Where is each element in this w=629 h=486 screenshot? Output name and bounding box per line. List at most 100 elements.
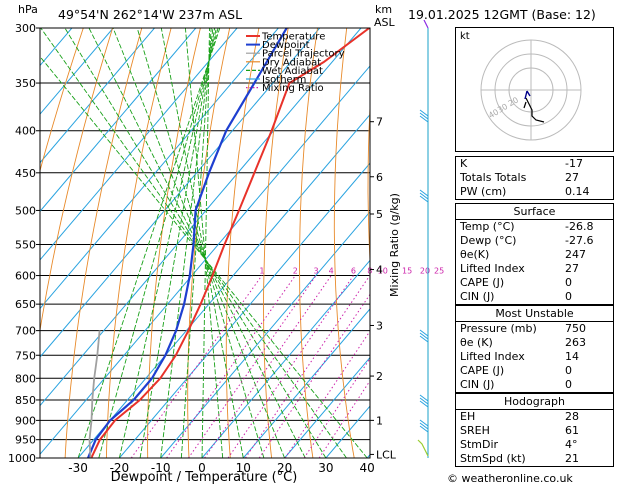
wind-barb (419, 189, 429, 203)
pressure-tick-label: 750 (15, 349, 36, 362)
mixing-ratio-label: 2 (293, 267, 298, 276)
dry-adiabat-line (401, 28, 437, 458)
most-unstable-table: Most Unstable Pressure (mb) 750 θe (K) 263… (455, 305, 614, 393)
km-unit-label: km (375, 3, 392, 16)
wind-barb (419, 419, 429, 433)
series-line-dewpoint (86, 28, 288, 458)
dry-adiabat-line (299, 28, 318, 458)
most-unstable-row: CIN (J) 0 (460, 378, 572, 391)
mixing-ratio-label: 4 (329, 267, 334, 276)
wind-barb (419, 329, 429, 343)
isotherm-line (201, 259, 370, 458)
pressure-tick-label: 550 (15, 238, 36, 251)
isotherm-line (242, 308, 370, 458)
dry-adiabat-line (263, 28, 289, 458)
pressure-tick-label: 1000 (8, 452, 36, 465)
altitude-tick-label: 6 (376, 171, 383, 184)
temperature-tick-label: 30 (318, 461, 333, 475)
dry-adiabat-line (367, 99, 370, 269)
altitude-tick-label: 4 (376, 264, 383, 277)
hodograph-indices-row: StmDir 4° (460, 438, 578, 451)
isotherm-line (40, 28, 114, 115)
mixing-ratio-label: 15 (402, 267, 412, 276)
isotherm-line (40, 28, 321, 358)
mixing-ratio-line (130, 275, 263, 458)
altitude-tick-label: 3 (376, 319, 383, 332)
isotherm-line (40, 28, 238, 261)
copyright-footer: © weatheronline.co.uk (447, 472, 573, 485)
isotherm-line (40, 65, 370, 456)
altitude-tick-label: 2 (376, 370, 383, 383)
datetime-title: 19.01.2025 12GMT (Base: 12) (408, 7, 596, 22)
altitude-tick-label: 5 (376, 208, 383, 221)
pressure-tick-label: 650 (15, 298, 36, 311)
mixing-ratio-label: 3 (313, 267, 318, 276)
temperature-tick-label: 0 (198, 461, 206, 475)
wet-adiabat-line (118, 28, 217, 458)
hodograph-ring-label: 20 (507, 95, 520, 108)
hodograph-panel: kt 40 30 20 (455, 27, 614, 152)
pressure-tick-label: 800 (15, 372, 36, 385)
isotherm-line (40, 28, 279, 310)
dry-adiabat-line (333, 28, 355, 458)
dry-adiabat-line (225, 28, 260, 458)
wind-barb (417, 439, 429, 457)
hodograph-indices-row: SREH 61 (460, 424, 579, 437)
temperature-tick-label: -30 (68, 461, 88, 475)
mixing-ratio-line (303, 357, 370, 458)
isotherm-line (40, 28, 197, 213)
hodograph-indices-title: Hodograph (456, 394, 613, 410)
hodograph-trace (525, 97, 545, 123)
wet-adiabat-line (184, 28, 224, 458)
indices-table: K -17 Totals Totals 27 PW (cm) 0.14 (455, 156, 614, 200)
altitude-tick-label: 7 (376, 116, 383, 129)
dry-adiabat-line (40, 28, 114, 333)
mixing-ratio-label: 1 (259, 267, 264, 276)
asl-unit-label: ASL (374, 16, 396, 29)
wet-adiabat-line (201, 28, 210, 458)
legend-label: Dry Adiabat (262, 57, 321, 68)
pressure-tick-label: 300 (15, 22, 36, 35)
isotherm-line (160, 210, 370, 458)
pressure-tick-label: 850 (15, 394, 36, 407)
wind-barb (423, 19, 429, 29)
y-axis-right-label: Mixing Ratio (g/kg) (388, 193, 401, 297)
surface-row: Dewp (°C) -27.6 (460, 234, 594, 247)
dry-adiabat-line (105, 28, 172, 458)
mixing-ratio-line (204, 275, 332, 458)
temperature-tick-label: -20 (110, 461, 130, 475)
mixing-ratio-line (284, 330, 370, 458)
legend-label: Wet Adiabat (262, 66, 323, 77)
most-unstable-row: CAPE (J) 0 (460, 364, 572, 377)
wet-adiabat-line (160, 28, 214, 458)
wet-adiabat-line (98, 28, 219, 458)
wet-adiabat-line (88, 28, 306, 458)
hodograph-storm-motion (524, 90, 531, 100)
index-row-pw: PW (cm) 0.14 (460, 185, 590, 198)
pressure-tick-label: 600 (15, 270, 36, 283)
hodograph-indices-row: StmSpd (kt) 21 (460, 452, 579, 465)
mixing-ratio-line (244, 275, 370, 458)
hpa-unit-label: hPa (18, 3, 38, 16)
most-unstable-row: Pressure (mb) 750 (460, 322, 586, 335)
series-line-temperature (90, 28, 370, 458)
index-row-k: K -17 (460, 157, 583, 170)
mixing-ratio-label: 10 (378, 267, 388, 276)
wet-adiabat-line (112, 28, 286, 458)
pressure-tick-label: 500 (15, 204, 36, 217)
most-unstable-row: Lifted Index 14 (460, 350, 579, 363)
wet-adiabat-line (139, 28, 216, 458)
legend-label: Dewpoint (262, 40, 310, 51)
isotherm-line (40, 28, 362, 407)
pressure-tick-label: 350 (15, 77, 36, 90)
altitude-tick-label: 1 (376, 414, 383, 427)
isotherm-line (119, 162, 370, 458)
mixing-ratio-line (318, 379, 370, 458)
index-row-totals: Totals Totals 27 (460, 171, 579, 184)
legend-label: Temperature (261, 32, 325, 43)
hodograph-unit-label: kt (460, 31, 470, 42)
altitude-tick-label: LCL (376, 448, 397, 461)
wet-adiabat-line (160, 28, 244, 458)
